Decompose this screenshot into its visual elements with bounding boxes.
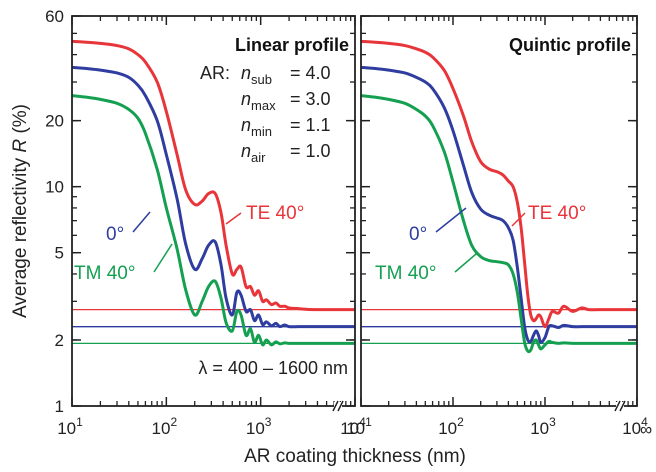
x-tick-exponent: 4 xyxy=(359,415,366,429)
label-leader-tm xyxy=(153,243,173,273)
label-leader-normal xyxy=(435,207,467,233)
y-tick-label: 5 xyxy=(55,244,64,263)
x-tick-base: 10 xyxy=(152,419,171,438)
y-label-unit: (%) xyxy=(10,104,31,139)
x-tick-base: 10 xyxy=(438,419,457,438)
label-leader-te xyxy=(511,212,526,227)
x-tick-base: 10 xyxy=(340,419,359,438)
series-label-tm: TM 40° xyxy=(74,263,135,284)
param-subscript: max xyxy=(251,98,276,113)
axis-break-mark xyxy=(332,400,339,412)
series-line-normal xyxy=(72,65,355,329)
x-tick-exponent: 2 xyxy=(457,415,464,429)
series-label-te: TE 40° xyxy=(528,203,586,224)
y-label-symbol: R xyxy=(10,139,31,153)
x-tick-exponent: 1 xyxy=(76,415,83,429)
param-value: = 3.0 xyxy=(290,89,331,109)
plot-frame xyxy=(71,15,356,407)
param-subscript: sub xyxy=(251,72,272,87)
axis-break-mask xyxy=(616,402,624,410)
y-label-main: Average reflectivity xyxy=(10,153,31,318)
y-tick-label: 1 xyxy=(55,397,64,416)
series-label-normal: 0° xyxy=(106,224,124,245)
x-tick-label: 102 xyxy=(152,415,178,438)
curves xyxy=(361,39,637,354)
curves xyxy=(72,39,355,347)
panel-title: Quintic profile xyxy=(509,35,631,55)
x-axis-label: AR coating thickness (nm) xyxy=(244,446,466,467)
param-value: = 1.1 xyxy=(290,115,331,135)
x-tick-label: 101 xyxy=(57,415,83,438)
x-tick-exponent: 3 xyxy=(265,415,272,429)
series-line-te xyxy=(72,39,355,312)
axis-break-mark xyxy=(619,400,626,412)
label-leader-normal xyxy=(132,211,151,233)
series-label-normal: 0° xyxy=(409,224,427,245)
series-line-tm xyxy=(361,94,637,354)
param-subscript: air xyxy=(251,150,266,165)
x-tick-label: 102 xyxy=(438,415,464,438)
ar-param-row: nsub = 4.0 xyxy=(241,63,331,87)
x-tick-label: 104 xyxy=(622,415,648,438)
panel-title: Linear profile xyxy=(235,35,349,55)
param-value: = 1.0 xyxy=(290,141,331,161)
series-line-tm xyxy=(72,94,355,347)
param-value: = 4.0 xyxy=(290,63,331,83)
series-label-tm: TM 40° xyxy=(375,263,436,284)
series-line-normal xyxy=(361,65,637,344)
param-symbol: n xyxy=(241,115,251,135)
y-tick-label: 2 xyxy=(55,331,64,350)
x-tick-exponent: 1 xyxy=(365,415,372,429)
series-line-te xyxy=(361,39,637,329)
x-tick-label: 103 xyxy=(246,415,272,438)
x-tick-exponent: 3 xyxy=(549,415,556,429)
x-tick-base: 10 xyxy=(246,419,265,438)
y-tick-label: 10 xyxy=(45,178,64,197)
axis-break-mark xyxy=(614,400,621,412)
x-tick-base: 10 xyxy=(346,419,365,438)
param-symbol: n xyxy=(241,141,251,161)
label-leader-te xyxy=(225,212,242,225)
y-axis-label: Average reflectivity R (%) xyxy=(10,104,31,318)
param-symbol: n xyxy=(241,89,251,109)
x-tick-label: 103 xyxy=(530,415,556,438)
ar-prefix: AR: xyxy=(200,63,230,83)
axis-break-mark xyxy=(337,400,344,412)
ar-param-row: nmin = 1.1 xyxy=(241,115,331,139)
x-tick-label: 101 xyxy=(346,415,372,438)
x-tick-base: 10 xyxy=(622,419,641,438)
x-tick-base: 10 xyxy=(530,419,549,438)
y-tick-label: 60 xyxy=(45,7,64,26)
label-leader-tm xyxy=(454,253,477,273)
infinity-label: ∞ xyxy=(640,420,652,439)
ar-param-row: nmax = 3.0 xyxy=(241,89,331,113)
plot-frame xyxy=(360,15,638,407)
x-tick-exponent: 2 xyxy=(170,415,177,429)
axis-break-mask xyxy=(334,402,342,410)
x-tick-exponent: 4 xyxy=(641,415,648,429)
ar-param-row: nair = 1.0 xyxy=(241,141,331,165)
y-tick-label: 20 xyxy=(45,112,64,131)
series-label-te: TE 40° xyxy=(246,203,304,224)
param-symbol: n xyxy=(241,63,251,83)
wavelength-note: λ = 400 – 1600 nm xyxy=(198,358,348,378)
param-subscript: min xyxy=(251,124,272,139)
x-tick-label: 104 xyxy=(340,415,366,438)
x-tick-base: 10 xyxy=(57,419,76,438)
